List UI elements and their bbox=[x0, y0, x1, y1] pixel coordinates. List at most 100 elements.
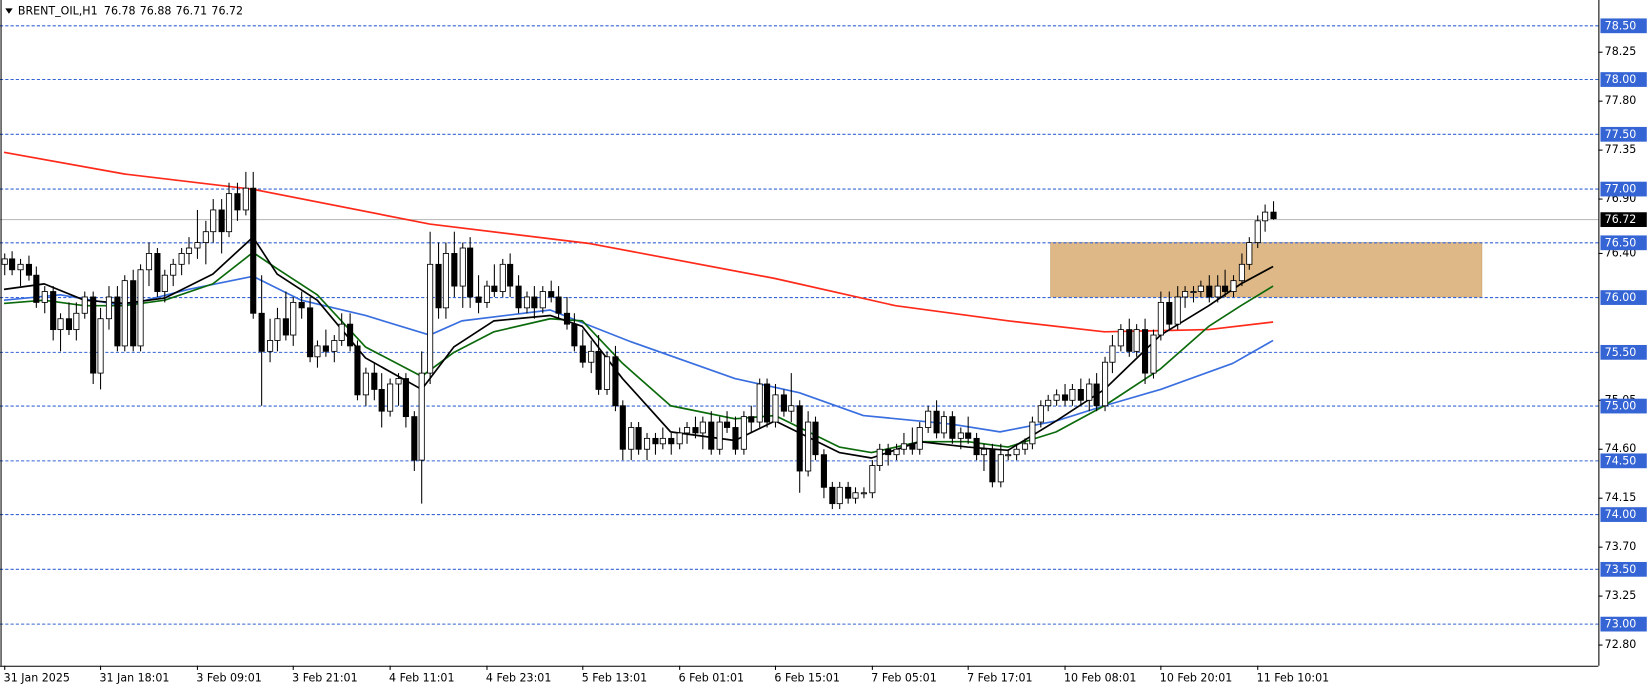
y-tick-label: 72.80 bbox=[1605, 638, 1637, 651]
candle-body bbox=[539, 291, 546, 309]
x-tick-label: 6 Feb 01:01 bbox=[679, 671, 744, 684]
candle-body bbox=[805, 421, 812, 472]
candle-body bbox=[1077, 389, 1084, 401]
candle-body bbox=[1013, 448, 1020, 456]
candle-body bbox=[1150, 334, 1157, 374]
candle-body bbox=[25, 263, 33, 276]
candle-body bbox=[274, 318, 281, 341]
candle-body bbox=[65, 318, 73, 331]
candle-body bbox=[121, 280, 128, 347]
candle-body bbox=[298, 301, 305, 309]
y-tick-label: 74.15 bbox=[1605, 491, 1637, 504]
level-label: 74.00 bbox=[1605, 508, 1637, 521]
candle-body bbox=[723, 421, 731, 428]
candle-body bbox=[940, 416, 948, 434]
candle-body bbox=[41, 291, 48, 303]
candle-body bbox=[563, 312, 571, 325]
candle-body bbox=[395, 378, 402, 385]
candle-body bbox=[418, 372, 425, 461]
moving-average-line bbox=[3, 251, 1274, 454]
candle-body bbox=[81, 296, 88, 314]
candle-body bbox=[708, 421, 715, 450]
candle-body bbox=[893, 448, 900, 456]
candle-body bbox=[836, 486, 843, 505]
candle-body bbox=[282, 318, 289, 336]
level-label: 73.50 bbox=[1605, 563, 1637, 576]
candle-body bbox=[114, 296, 121, 347]
candle-body bbox=[1117, 329, 1124, 347]
header-close: 76.72 bbox=[211, 5, 243, 18]
candle-body bbox=[314, 345, 321, 358]
y-tick-label: 78.25 bbox=[1605, 45, 1637, 58]
candle-body bbox=[515, 285, 522, 309]
y-tick-label: 74.60 bbox=[1605, 442, 1637, 455]
candle-body bbox=[331, 340, 338, 352]
current-price-box bbox=[1600, 212, 1647, 227]
candle-body bbox=[692, 427, 699, 434]
candle-body bbox=[579, 345, 586, 363]
header-open: 76.78 bbox=[104, 5, 136, 18]
candle-body bbox=[652, 437, 659, 445]
candle-body bbox=[1102, 361, 1109, 407]
candle-body bbox=[1254, 220, 1261, 243]
candle-body bbox=[788, 405, 795, 412]
candle-body bbox=[90, 296, 97, 374]
candle-body bbox=[764, 383, 771, 423]
y-tick-label: 77.80 bbox=[1605, 94, 1637, 107]
candle-body bbox=[290, 301, 297, 336]
candle-body bbox=[1086, 383, 1093, 401]
candle-body bbox=[250, 187, 257, 314]
candle-body bbox=[909, 443, 916, 450]
candle-body bbox=[1270, 211, 1277, 220]
candle-body bbox=[499, 263, 506, 292]
candle-body bbox=[338, 323, 345, 341]
candle-body bbox=[1045, 399, 1052, 407]
candle-body bbox=[194, 242, 201, 249]
candle-body bbox=[603, 356, 611, 390]
candle-body bbox=[973, 437, 980, 456]
candle-body bbox=[740, 416, 747, 450]
candle-body bbox=[1133, 329, 1140, 352]
candle-body bbox=[1182, 291, 1189, 298]
candle-body bbox=[442, 253, 449, 309]
x-tick-label: 10 Feb 08:01 bbox=[1064, 671, 1136, 684]
candle-body bbox=[829, 486, 836, 505]
symbol-menu-icon[interactable] bbox=[5, 8, 13, 14]
candle-body bbox=[105, 296, 113, 320]
level-label: 74.50 bbox=[1605, 454, 1637, 467]
candle-body bbox=[258, 312, 265, 352]
candle-body bbox=[371, 372, 378, 390]
candle-body bbox=[676, 432, 683, 445]
candle-body bbox=[178, 253, 185, 265]
x-tick-label: 3 Feb 21:01 bbox=[292, 671, 357, 684]
candle-body bbox=[683, 427, 691, 434]
candle-body bbox=[1, 258, 8, 265]
candle-body bbox=[17, 263, 24, 271]
candle-body bbox=[378, 389, 385, 412]
candle-body bbox=[1069, 389, 1076, 401]
level-label: 77.00 bbox=[1605, 183, 1637, 196]
plot-area bbox=[0, 25, 1599, 625]
candle-body bbox=[1262, 211, 1269, 222]
candle-body bbox=[612, 356, 619, 407]
candle-body bbox=[588, 350, 595, 363]
level-label-box bbox=[1600, 18, 1647, 34]
candle-body bbox=[965, 432, 972, 439]
candle-body bbox=[635, 427, 642, 450]
candle-body bbox=[1166, 301, 1173, 325]
candle-body bbox=[467, 247, 474, 298]
candle-body bbox=[989, 448, 996, 483]
candle-body bbox=[427, 263, 434, 374]
candle-body bbox=[1246, 242, 1253, 265]
candle-body bbox=[307, 307, 314, 358]
candle-body bbox=[869, 465, 876, 494]
x-tick-label: 31 Jan 2025 bbox=[4, 671, 70, 684]
candle-body bbox=[1230, 280, 1237, 292]
candle-body bbox=[699, 421, 706, 434]
candle-body bbox=[756, 383, 763, 423]
candle-body bbox=[387, 383, 394, 412]
candle-body bbox=[185, 247, 193, 254]
candle-body bbox=[997, 454, 1004, 483]
candle-body bbox=[772, 394, 779, 423]
